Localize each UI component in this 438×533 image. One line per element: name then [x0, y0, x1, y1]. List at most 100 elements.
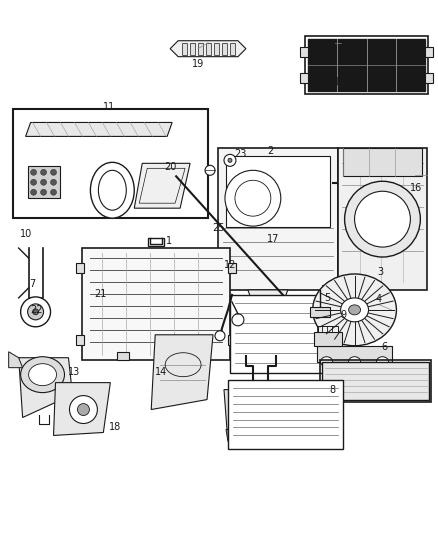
Text: 2: 2	[267, 146, 274, 156]
Polygon shape	[134, 163, 190, 208]
Bar	[77, 335, 85, 345]
Ellipse shape	[345, 181, 420, 257]
Bar	[182, 43, 187, 55]
Ellipse shape	[21, 297, 50, 327]
Bar	[320, 360, 431, 401]
Bar	[300, 72, 308, 83]
Text: 11: 11	[103, 102, 115, 112]
Polygon shape	[170, 41, 246, 56]
Text: 20: 20	[164, 161, 176, 172]
Text: 6: 6	[381, 342, 387, 352]
Text: 10: 10	[20, 229, 32, 239]
Ellipse shape	[235, 180, 271, 216]
Text: 21: 21	[94, 289, 106, 299]
Ellipse shape	[313, 274, 396, 346]
Bar	[321, 285, 336, 292]
Ellipse shape	[224, 155, 236, 166]
Bar	[228, 379, 343, 449]
Ellipse shape	[41, 179, 46, 185]
Text: 22: 22	[30, 305, 43, 315]
Text: 13: 13	[68, 367, 80, 377]
Bar	[321, 362, 429, 400]
Ellipse shape	[31, 189, 37, 195]
Ellipse shape	[377, 357, 389, 367]
Polygon shape	[224, 390, 237, 430]
Ellipse shape	[50, 169, 57, 175]
Text: 17: 17	[267, 234, 280, 244]
Ellipse shape	[32, 309, 39, 315]
Ellipse shape	[41, 189, 46, 195]
Ellipse shape	[232, 314, 244, 326]
Polygon shape	[19, 358, 72, 417]
Polygon shape	[25, 123, 172, 136]
Ellipse shape	[50, 179, 57, 185]
Text: 25: 25	[212, 223, 224, 233]
Bar	[300, 47, 308, 56]
Text: 7: 7	[29, 279, 35, 288]
Polygon shape	[53, 383, 110, 435]
Ellipse shape	[70, 395, 97, 424]
Text: 16: 16	[410, 183, 423, 193]
Text: 1: 1	[166, 236, 172, 246]
Bar	[230, 295, 332, 373]
Polygon shape	[151, 335, 213, 409]
Text: 23: 23	[234, 149, 246, 159]
Ellipse shape	[349, 357, 360, 367]
Text: 4: 4	[375, 294, 381, 304]
Ellipse shape	[21, 357, 64, 393]
Text: 15: 15	[334, 77, 346, 86]
Ellipse shape	[321, 357, 332, 367]
Ellipse shape	[31, 169, 37, 175]
Ellipse shape	[205, 165, 215, 175]
Polygon shape	[248, 290, 288, 318]
Bar	[230, 43, 235, 55]
Bar	[318, 326, 338, 332]
Text: 3: 3	[378, 267, 384, 277]
Bar	[226, 156, 330, 227]
Bar	[425, 72, 433, 83]
Ellipse shape	[28, 364, 57, 385]
Ellipse shape	[228, 158, 232, 163]
Ellipse shape	[355, 191, 410, 247]
Text: 8: 8	[329, 385, 336, 395]
Bar	[117, 352, 129, 360]
Ellipse shape	[341, 298, 368, 322]
Bar	[305, 36, 428, 94]
Ellipse shape	[41, 169, 46, 175]
Bar	[148, 238, 164, 246]
Ellipse shape	[90, 163, 134, 218]
Bar	[228, 263, 236, 273]
Bar	[317, 346, 392, 362]
Ellipse shape	[99, 171, 126, 210]
Ellipse shape	[31, 179, 37, 185]
Text: 9: 9	[340, 310, 346, 320]
Text: 19: 19	[192, 59, 204, 69]
Bar	[218, 148, 338, 290]
Polygon shape	[9, 352, 23, 368]
Bar	[338, 148, 427, 290]
Bar	[198, 43, 203, 55]
Bar	[228, 335, 236, 345]
Text: 14: 14	[155, 367, 167, 377]
Bar	[318, 292, 339, 302]
Ellipse shape	[225, 171, 281, 226]
Polygon shape	[226, 430, 235, 441]
Text: 12: 12	[224, 260, 236, 270]
Ellipse shape	[50, 189, 57, 195]
Bar	[28, 166, 60, 198]
Ellipse shape	[349, 305, 360, 315]
Bar	[425, 47, 433, 56]
Ellipse shape	[78, 403, 89, 416]
Text: 18: 18	[109, 422, 121, 432]
Bar	[222, 43, 227, 55]
Bar	[310, 307, 330, 317]
Bar	[82, 248, 230, 360]
Bar	[343, 148, 422, 176]
Ellipse shape	[28, 304, 43, 320]
Text: 5: 5	[324, 293, 330, 303]
Bar	[314, 332, 342, 346]
Bar	[77, 263, 85, 273]
Bar	[308, 39, 425, 91]
Ellipse shape	[215, 331, 225, 341]
Bar	[214, 43, 219, 55]
